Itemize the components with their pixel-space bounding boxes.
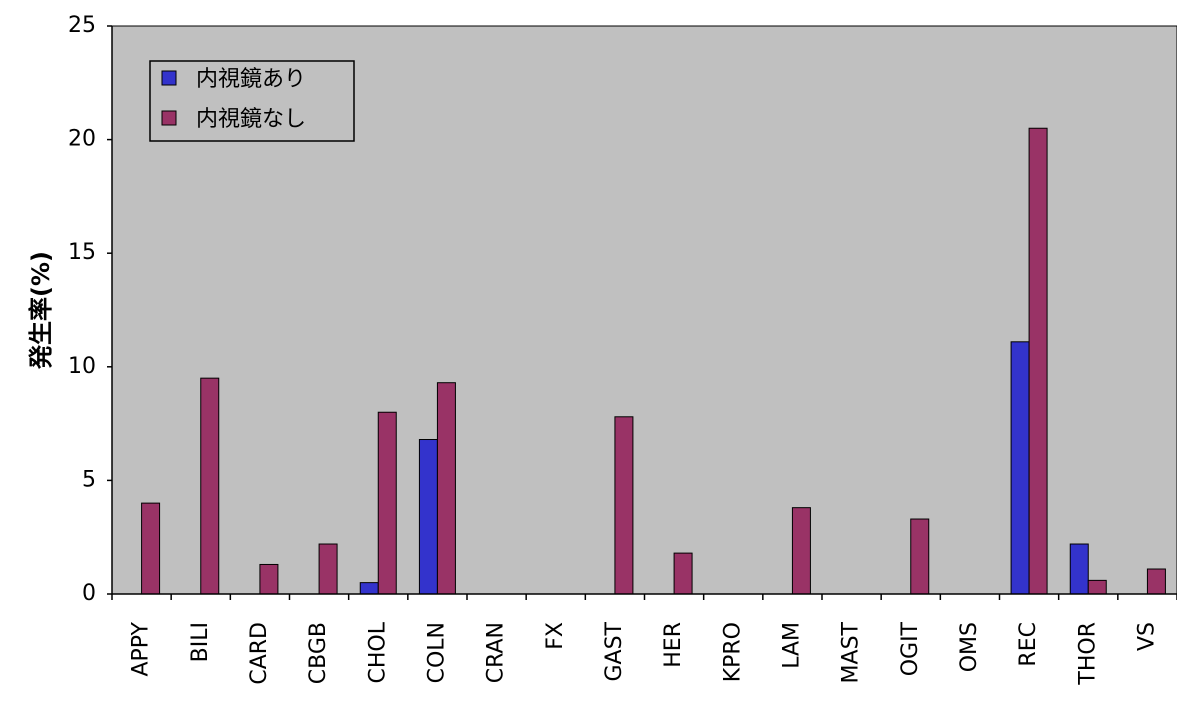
legend-swatch-series-2 [161,110,177,126]
x-tick-label: THOR [1075,622,1100,686]
y-tick-label: 5 [82,467,96,492]
x-tick-label: CHOL [365,621,390,683]
y-tick-label: 15 [68,240,96,265]
x-tick-label: LAM [779,622,804,669]
bar-without-endoscope [1146,568,1166,595]
legend: 内視鏡あり 内視鏡なし [149,60,355,142]
y-tick-labels: 0 5 10 15 20 25 [68,13,96,606]
bar-without-endoscope [1087,579,1107,595]
x-tick-label: CBGB [306,622,331,684]
bar-without-endoscope [1028,127,1048,595]
x-tick-label: HER [661,622,686,668]
y-axis-label: 発生率(%) [27,251,55,370]
x-tick-label: FX [543,622,568,650]
bar-without-endoscope [141,502,161,595]
y-tick-label: 0 [82,581,96,606]
x-tick-label: CARD [247,622,272,685]
legend-swatch-series-1 [161,70,177,86]
x-tick-label: OMS [957,622,982,672]
bar-with-endoscope [1069,543,1089,595]
axes-group [107,25,1177,600]
bar-without-endoscope [436,382,456,595]
bar-without-endoscope [200,377,220,595]
x-tick-label: KPRO [720,622,745,682]
x-tick-labels: APPY BILI CARD CBGB CHOL COLN CRAN FX GAST HER KPR… [129,621,1160,685]
legend-box [149,60,355,142]
y-tick-label: 10 [68,354,96,379]
bar-without-endoscope [673,552,693,595]
bar-without-endoscope [259,563,279,595]
bar-without-endoscope [791,507,811,595]
x-tick-label: MAST [839,621,864,683]
x-tick-label: OGIT [898,621,923,676]
bar-with-endoscope [359,582,379,595]
y-tick-label: 25 [68,13,96,38]
bars-group [141,127,1166,595]
bar-without-endoscope [614,416,634,595]
legend-label-series-2: 内視鏡なし [196,107,306,132]
x-tick-label: GAST [602,621,627,681]
x-tick-label: VS [1134,622,1159,651]
bar-without-endoscope [377,411,397,595]
x-tick-label: BILI [188,622,213,662]
bar-without-endoscope [910,518,930,595]
bar-with-endoscope [418,439,438,595]
legend-label-series-1: 内視鏡あり [196,67,306,92]
bar-without-endoscope [318,543,338,595]
x-tick-label: APPY [129,621,154,676]
x-tick-label: COLN [424,622,449,683]
y-tick-label: 20 [68,127,96,152]
x-tick-label: CRAN [484,622,509,683]
x-tick-label: REC [1016,622,1041,667]
bar-with-endoscope [1010,341,1030,595]
